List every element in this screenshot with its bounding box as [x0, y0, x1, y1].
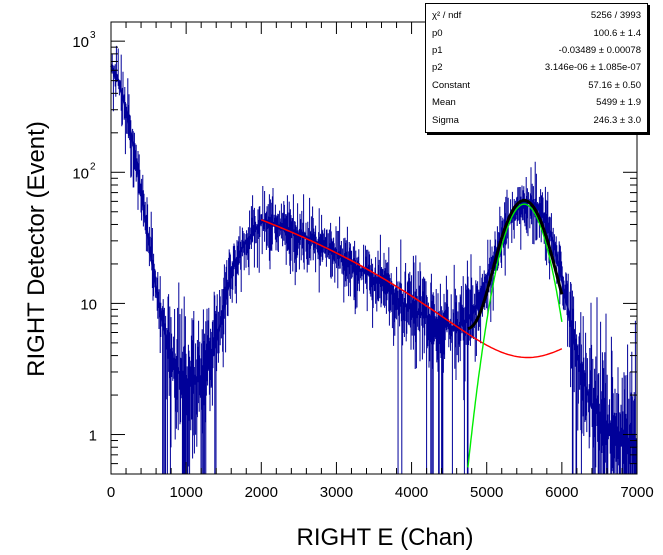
histogram-trend [110, 65, 638, 448]
stat-value: 100.6 ± 1.4 [593, 27, 641, 39]
stat-value: 57.16 ± 0.50 [588, 79, 641, 91]
stat-row: p2 3.146e-06 ± 1.085e-07 [432, 59, 641, 76]
stat-row: p0 100.6 ± 1.4 [432, 24, 641, 41]
total-fit-curve [467, 198, 564, 331]
stat-name: Sigma [432, 114, 459, 126]
stat-value: 5256 / 3993 [590, 10, 641, 22]
x-tick-label: 0 [107, 484, 115, 501]
stat-row: Mean 5499 ± 1.9 [432, 94, 641, 111]
x-tick-label: 3000 [320, 484, 353, 501]
stat-value: 246.3 ± 3.0 [593, 114, 641, 126]
stat-name: χ² / ndf [432, 10, 462, 22]
y-tick-label: 10 [72, 165, 89, 182]
x-axis-title: RIGHT E (Chan) [297, 524, 474, 551]
stat-value: 5499 ± 1.9 [596, 97, 641, 109]
stat-name: p2 [432, 62, 443, 74]
x-tick-label: 1000 [169, 484, 202, 501]
y-tick-exponent: 2 [90, 161, 96, 172]
x-tick-label: 4000 [395, 484, 428, 501]
background-fit-overlay [261, 219, 468, 334]
y-tick-exponent: 3 [90, 30, 96, 41]
stat-row: χ² / ndf 5256 / 3993 [432, 7, 641, 24]
stat-value: 3.146e-06 ± 1.085e-07 [544, 62, 641, 74]
y-tick-label: 10 [72, 34, 89, 51]
stat-value: -0.03489 ± 0.00078 [558, 44, 641, 56]
x-tick-label: 5000 [470, 484, 503, 501]
y-tick-label: 10 [80, 296, 97, 313]
stat-name: p1 [432, 44, 443, 56]
stat-name: Constant [432, 79, 471, 91]
y-tick-label: 1 [89, 428, 97, 445]
x-tick-label: 7000 [620, 484, 653, 501]
stat-row: Constant 57.16 ± 0.50 [432, 77, 641, 94]
stat-name: p0 [432, 27, 443, 39]
stat-row: p1 -0.03489 ± 0.00078 [432, 42, 641, 59]
plot-frame [110, 21, 638, 475]
x-tick-label: 6000 [545, 484, 578, 501]
stat-name: Mean [432, 97, 456, 109]
y-axis-title: RIGHT Detector (Event) [23, 121, 50, 377]
x-tick-label: 2000 [245, 484, 278, 501]
gaussian-fit-curve [467, 203, 563, 468]
fit-statistics-box: χ² / ndf 5256 / 3993 p0 100.6 ± 1.4 p1 -0.034… [425, 3, 648, 133]
stat-row: Sigma 246.3 ± 3.0 [432, 111, 641, 128]
plot-area [110, 44, 638, 474]
